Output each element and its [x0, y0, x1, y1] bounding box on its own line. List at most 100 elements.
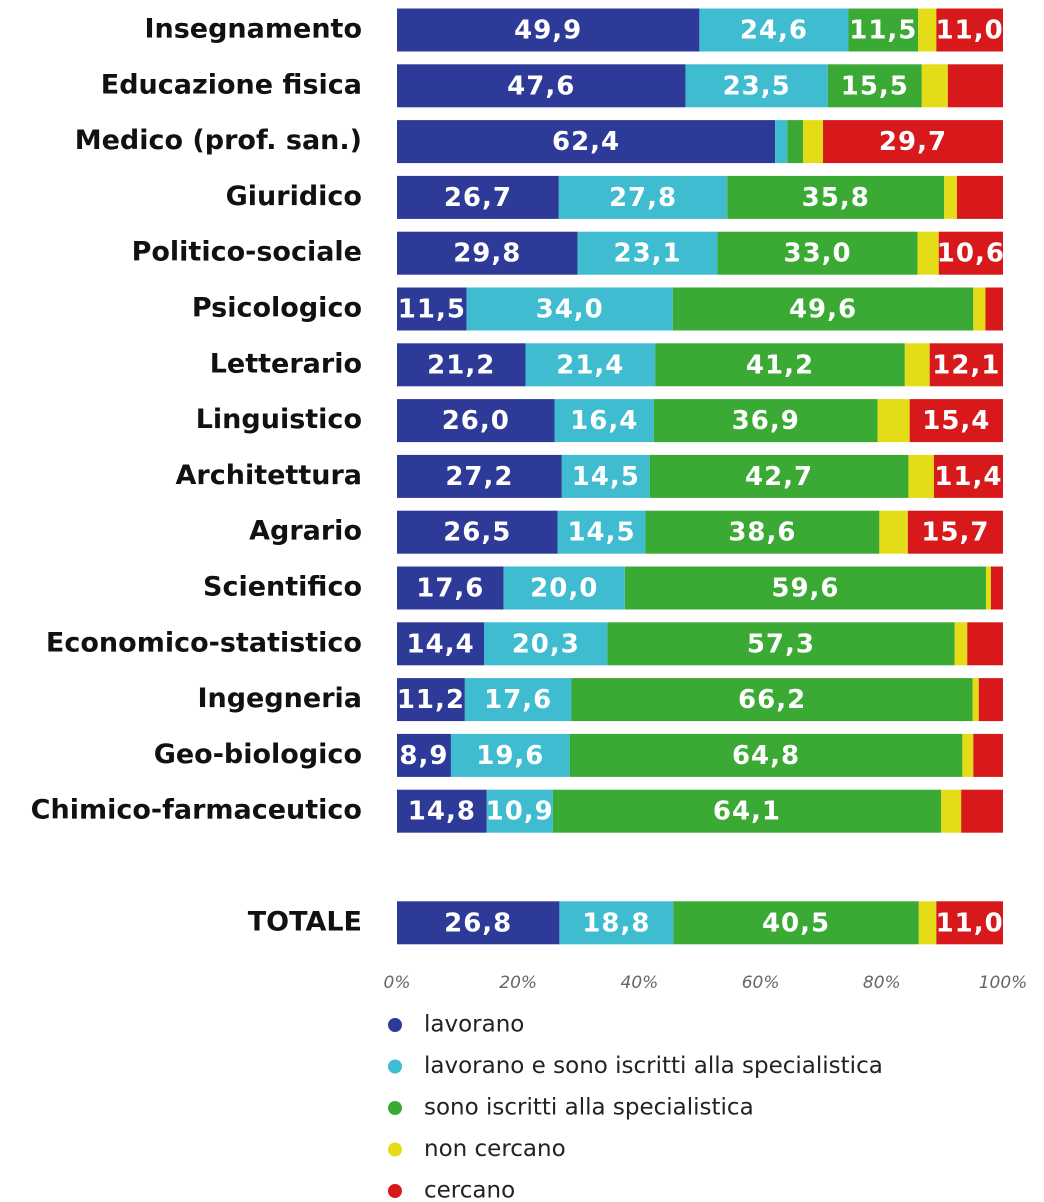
value-label: 23,5 — [723, 71, 791, 101]
value-label: 12,1 — [932, 350, 1000, 380]
bar-segment — [464, 678, 572, 722]
bar-segment — [397, 733, 451, 777]
value-label: 21,4 — [556, 350, 624, 380]
bar-segment — [397, 789, 487, 833]
value-label: 26,0 — [442, 406, 510, 436]
category-label: Educazione fisica — [101, 69, 362, 100]
bar-segment — [571, 678, 973, 722]
bar-segment — [577, 231, 718, 275]
bar-segment — [450, 733, 570, 777]
bar-segment — [978, 678, 1003, 722]
bar-segment — [985, 287, 1003, 331]
bar-segment — [561, 454, 650, 498]
value-label: 11,2 — [397, 685, 465, 715]
value-label: 11,0 — [936, 908, 1004, 938]
value-label: 17,6 — [484, 685, 552, 715]
bar-segment — [823, 120, 1003, 164]
category-label: Politico-sociale — [132, 237, 362, 268]
category-label: Chimico-farmaceutico — [31, 795, 362, 826]
legend-marker — [388, 1101, 402, 1115]
value-label: 15,7 — [921, 518, 989, 548]
value-label: 8,9 — [399, 741, 448, 771]
value-label: 16,4 — [570, 406, 638, 436]
bar-segment — [397, 678, 465, 722]
value-label: 26,7 — [444, 183, 512, 213]
value-label: 40,5 — [762, 908, 830, 938]
value-label: 11,5 — [849, 16, 917, 46]
legend-label: lavorano — [424, 1012, 524, 1038]
category-label: TOTALE — [248, 906, 362, 937]
bar-segment — [938, 231, 1003, 275]
bar-segment — [397, 175, 559, 219]
value-label: 27,2 — [445, 462, 513, 492]
category-label: Medico (prof. san.) — [75, 125, 362, 156]
category-label: Letterario — [210, 348, 362, 379]
bar-segment — [877, 399, 910, 443]
value-label: 59,6 — [771, 574, 839, 604]
value-label: 14,4 — [407, 629, 475, 659]
legend-marker — [388, 1059, 402, 1074]
value-label: 42,7 — [745, 462, 813, 492]
bar-segment — [904, 343, 930, 387]
bar-segment — [962, 733, 974, 777]
category-label: Psicologico — [192, 293, 362, 324]
value-label: 14,5 — [572, 462, 640, 492]
bar-segment — [624, 566, 987, 610]
bar-segment — [941, 789, 962, 833]
value-label: 15,4 — [922, 406, 990, 436]
bar-segment — [557, 510, 646, 554]
value-label: 18,8 — [582, 908, 650, 938]
category-label: Agrario — [249, 516, 362, 547]
category-label: Giuridico — [226, 181, 362, 212]
category-label: Geo-biologico — [154, 739, 362, 770]
value-label: 66,2 — [738, 685, 806, 715]
bar-segment — [936, 901, 1003, 945]
bar-segment — [397, 8, 700, 52]
category-label: Architettura — [176, 460, 362, 491]
bar-segment — [775, 120, 788, 164]
value-label: 14,8 — [408, 797, 476, 827]
legend-label: non cercano — [424, 1136, 566, 1162]
category-label: Economico-statistico — [46, 627, 362, 658]
bar-segment — [655, 343, 905, 387]
bar-segment — [918, 8, 937, 52]
bar-segment — [961, 789, 1003, 833]
bar-segment — [569, 733, 963, 777]
bar-segment — [956, 175, 1003, 219]
bar-segment — [973, 287, 986, 331]
bar-segment — [954, 622, 968, 666]
bar-segment — [484, 622, 608, 666]
bar-segment — [466, 287, 673, 331]
bar-segment — [503, 566, 625, 610]
category-label: Scientifico — [203, 572, 362, 603]
value-label: 17,6 — [416, 574, 484, 604]
bar-segment — [552, 789, 942, 833]
legend-label: cercano — [424, 1178, 515, 1202]
legend-label: lavorano e sono iscritti alla specialist… — [424, 1053, 883, 1079]
bar-segment — [972, 678, 979, 722]
bar-segment — [397, 566, 504, 610]
bar-segment — [907, 510, 1003, 554]
bar-segment — [653, 399, 878, 443]
value-label: 36,9 — [732, 406, 800, 436]
bar-segment — [908, 454, 934, 498]
x-tick-label: 20% — [499, 973, 537, 993]
legend-marker — [388, 1018, 402, 1032]
bar-segment — [685, 64, 828, 108]
value-label: 24,6 — [740, 16, 808, 46]
bar-segment — [879, 510, 908, 554]
bar-segment — [607, 622, 955, 666]
bar-segment — [787, 120, 804, 164]
bar-segment — [929, 343, 1003, 387]
value-label: 20,3 — [512, 629, 580, 659]
bar-segment — [673, 901, 919, 945]
value-label: 23,1 — [614, 239, 682, 269]
bar-segment — [803, 120, 824, 164]
value-label: 57,3 — [747, 629, 815, 659]
bar-segment — [397, 399, 555, 443]
value-label: 29,8 — [453, 239, 521, 269]
legend-label: sono iscritti alla specialistica — [424, 1095, 754, 1121]
value-label: 64,8 — [732, 741, 800, 771]
value-label: 20,0 — [530, 574, 598, 604]
